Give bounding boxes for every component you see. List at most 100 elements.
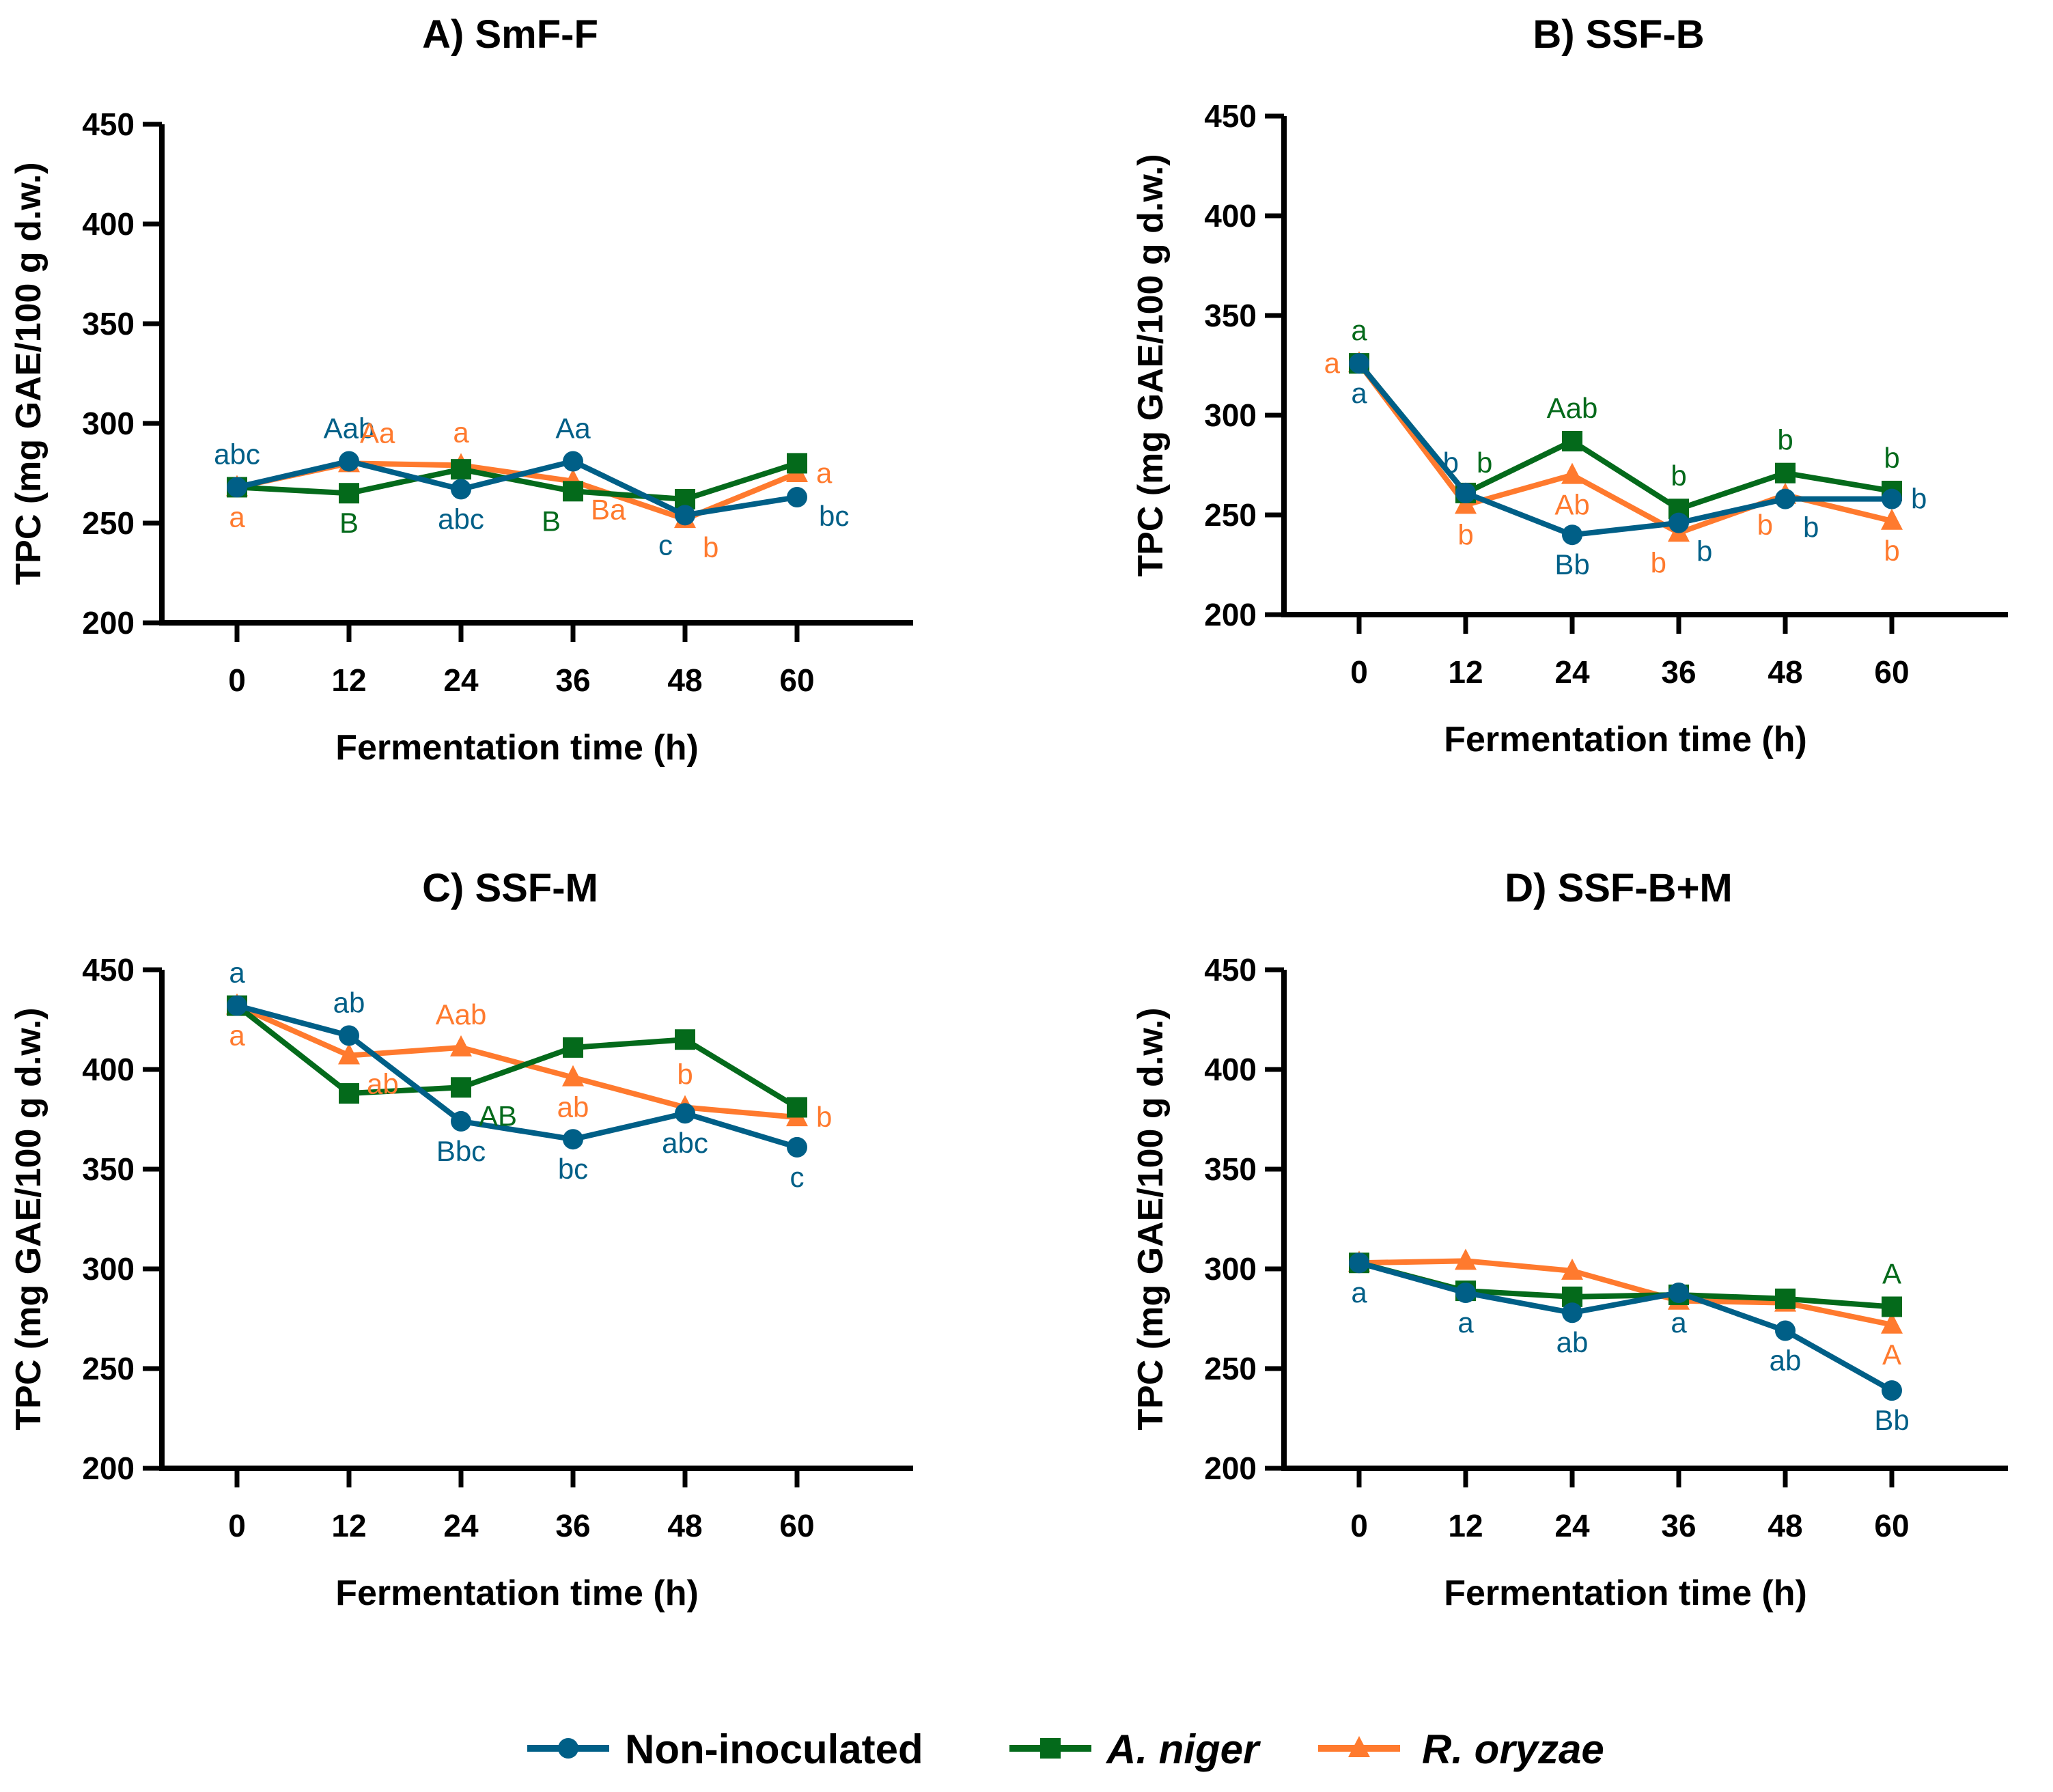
series-line-r-oryzae bbox=[1358, 1258, 1893, 1328]
series-line-r-oryzae bbox=[236, 1003, 798, 1121]
y-tick-label: 400 bbox=[1204, 198, 1257, 234]
data-point-non-inoculated bbox=[1349, 1252, 1369, 1274]
significance-label: b bbox=[1777, 424, 1793, 456]
data-point-non-inoculated bbox=[451, 1110, 471, 1132]
significance-label: b bbox=[1696, 535, 1712, 568]
significance-label: b bbox=[1651, 546, 1666, 578]
legend-label: A. niger bbox=[1105, 1726, 1261, 1772]
x-tick-label: 24 bbox=[1554, 654, 1590, 690]
significance-label: abc bbox=[438, 503, 484, 535]
series-non-inoculated bbox=[1349, 353, 1902, 546]
x-tick-label: 60 bbox=[779, 662, 814, 698]
data-point-r-oryzae bbox=[1455, 492, 1477, 514]
data-point-a-niger bbox=[675, 1029, 695, 1050]
significance-label: b bbox=[703, 531, 718, 563]
significance-label: ab bbox=[1770, 1345, 1802, 1377]
data-point-a-niger bbox=[1775, 462, 1796, 484]
x-tick-label: 60 bbox=[1874, 1508, 1909, 1543]
data-point-non-inoculated bbox=[1455, 482, 1476, 503]
panel-c-ssf-m: C) SSF-M 200 250 300 350 400 450 0 12 24 36 48 60 Fer… bbox=[9, 866, 913, 1613]
series-line-a-niger bbox=[236, 460, 798, 502]
x-axis-label: Fermentation time (h) bbox=[335, 728, 699, 768]
x-tick-label: 0 bbox=[228, 662, 246, 698]
x-tick-label: 24 bbox=[443, 662, 479, 698]
data-point-r-oryzae bbox=[450, 1035, 472, 1056]
series-non-inoculated bbox=[227, 451, 807, 526]
significance-label: ab bbox=[333, 986, 365, 1018]
significance-label: a bbox=[1457, 1306, 1474, 1339]
data-point-a-niger bbox=[451, 1077, 471, 1098]
y-tick-label: 250 bbox=[82, 1351, 135, 1386]
data-point-non-inoculated bbox=[1349, 353, 1369, 374]
panel-title: A) SmF-F bbox=[422, 12, 598, 57]
significance-label: b bbox=[677, 1058, 693, 1090]
data-point-non-inoculated bbox=[675, 1103, 695, 1124]
series-non-inoculated bbox=[227, 995, 807, 1158]
data-point-non-inoculated bbox=[563, 451, 583, 472]
series-r-oryzae bbox=[1348, 351, 1903, 542]
significance-label: a bbox=[453, 416, 469, 448]
x-tick-label: 48 bbox=[667, 1508, 702, 1543]
y-tick-label: 350 bbox=[1204, 1151, 1257, 1187]
y-tick-label: 250 bbox=[1204, 497, 1257, 533]
y-tick-label: 450 bbox=[1204, 952, 1257, 988]
significance-label: B bbox=[339, 507, 359, 539]
data-point-a-niger bbox=[787, 1097, 807, 1118]
x-tick-label: 60 bbox=[779, 1508, 814, 1543]
series-line-a-niger bbox=[1356, 361, 1893, 512]
x-tick-label: 36 bbox=[1661, 654, 1696, 690]
significance-label: a bbox=[1351, 314, 1367, 346]
series-a-niger bbox=[227, 453, 807, 509]
data-point-r-oryzae bbox=[1561, 1258, 1583, 1280]
series-line-non-inoculated bbox=[1356, 361, 1892, 538]
data-point-non-inoculated bbox=[1775, 1320, 1796, 1341]
x-tick-label: 0 bbox=[228, 1508, 246, 1543]
data-point-a-niger bbox=[451, 459, 471, 480]
y-tick-label: 450 bbox=[82, 107, 135, 142]
y-tick-label: 450 bbox=[82, 952, 135, 988]
y-tick-label: 250 bbox=[1204, 1351, 1257, 1386]
data-point-non-inoculated bbox=[787, 1136, 807, 1158]
panel-title: D) SSF-B+M bbox=[1505, 866, 1733, 910]
x-axis-label: Fermentation time (h) bbox=[1444, 720, 1807, 759]
legend-label: R. oryzae bbox=[1422, 1726, 1604, 1772]
x-tick-label: 12 bbox=[331, 662, 366, 698]
series-a-niger bbox=[227, 995, 807, 1118]
y-tick-label: 250 bbox=[82, 505, 135, 541]
y-tick-label: 400 bbox=[82, 1052, 135, 1087]
legend-item-r-oryzae: R. oryzae bbox=[1318, 1726, 1604, 1772]
data-point-non-inoculated bbox=[1668, 512, 1689, 533]
series-line-non-inoculated bbox=[236, 458, 798, 518]
y-axis-label: TPC (mg GAE/100 g d.w.) bbox=[1131, 154, 1171, 576]
panel-a-smf-f: A) SmF-F 200 250 300 350 400 450 0 12 24 36 48 60 Fer… bbox=[9, 12, 913, 768]
significance-label: A bbox=[1882, 1257, 1901, 1289]
significance-label: Aab bbox=[1547, 392, 1598, 424]
x-tick-label: 60 bbox=[1874, 654, 1909, 690]
significance-label: a bbox=[229, 957, 245, 989]
x-tick-label: 0 bbox=[1350, 654, 1368, 690]
significance-label: b bbox=[1911, 483, 1927, 515]
x-tick-label: 12 bbox=[1448, 654, 1483, 690]
data-point-a-niger bbox=[1882, 1296, 1902, 1317]
significance-label: b bbox=[1457, 518, 1473, 550]
significance-label: b bbox=[1884, 535, 1899, 567]
data-point-non-inoculated bbox=[451, 479, 471, 500]
series-line-a-niger bbox=[235, 1003, 799, 1110]
legend-marker-circle bbox=[558, 1738, 578, 1759]
data-point-non-inoculated bbox=[227, 995, 247, 1016]
data-point-non-inoculated bbox=[227, 477, 247, 498]
y-tick-label: 300 bbox=[1204, 397, 1257, 433]
x-tick-label: 48 bbox=[1768, 654, 1802, 690]
data-point-r-oryzae bbox=[1561, 462, 1583, 484]
data-point-non-inoculated bbox=[787, 487, 807, 508]
significance-label: Ba bbox=[591, 494, 626, 526]
significance-label: bc bbox=[819, 500, 849, 532]
significance-label: ab bbox=[1556, 1326, 1589, 1358]
legend-item-non-inoculated: Non-inoculated bbox=[527, 1726, 923, 1772]
significance-label: b bbox=[1884, 442, 1899, 474]
y-tick-label: 400 bbox=[1204, 1052, 1257, 1087]
significance-label: Bbc bbox=[436, 1135, 486, 1167]
data-point-non-inoculated bbox=[1562, 524, 1582, 546]
data-point-non-inoculated bbox=[339, 1025, 359, 1046]
